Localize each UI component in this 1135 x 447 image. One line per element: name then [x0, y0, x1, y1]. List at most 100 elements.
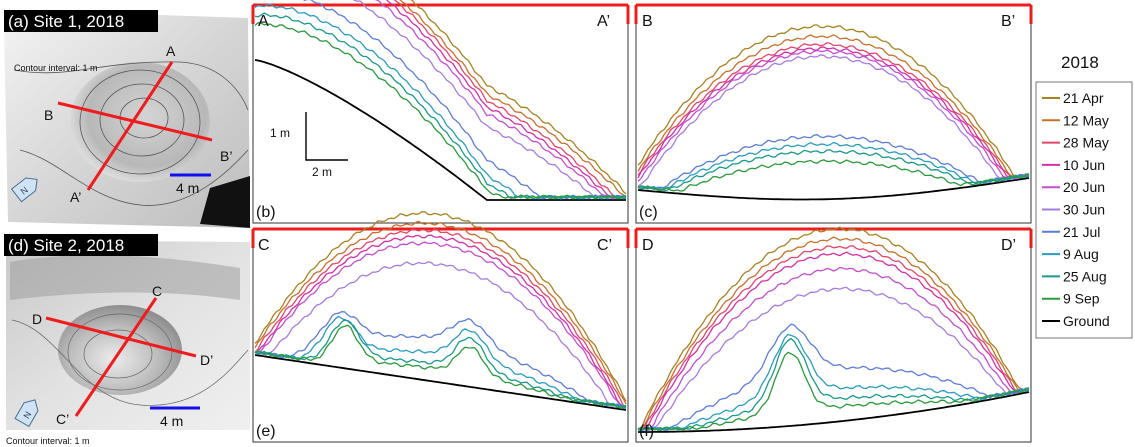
- profile-scale-bars: 1 m 2 m: [270, 112, 348, 179]
- profile-line: [374, 0, 627, 200]
- section-line-a: [86, 61, 174, 191]
- profile-b-end: A’: [597, 13, 610, 30]
- legend-label: 9 Sep: [1063, 291, 1100, 307]
- map-label-a: A: [166, 43, 176, 59]
- profile-line: [254, 228, 627, 408]
- profile-line: [386, 0, 627, 200]
- map-d-title: (d) Site 2, 2018: [8, 236, 124, 255]
- profile-line: [254, 354, 627, 411]
- section-line-d: [45, 316, 197, 358]
- profile-c-start: B: [642, 13, 653, 30]
- profile-line: [254, 220, 627, 405]
- legend-label: 25 Aug: [1063, 268, 1107, 284]
- scale-label-d: 4 m: [160, 413, 183, 429]
- profile-line: [254, 211, 627, 402]
- legend-label: 21 Jul: [1063, 224, 1100, 240]
- map-d-contours: [11, 313, 249, 406]
- profile-line: [254, 59, 626, 201]
- map-label-d-prime: D’: [200, 352, 213, 368]
- profile-line: [637, 323, 1030, 432]
- frame-f: [635, 228, 1032, 443]
- legend-label: 20 Jun: [1063, 179, 1105, 195]
- map-panel-a: (a) Site 1, 2018 Contour interval: 1 m A…: [4, 10, 250, 228]
- legend-title: 2018: [1061, 53, 1099, 72]
- profile-line: [254, 12, 627, 200]
- legend-entries: 21 Apr 12 May 28 May 10 Jun 20 Jun 30 Jun 21 J…: [1042, 90, 1110, 329]
- profile-line: [637, 24, 1030, 178]
- profile-line: [637, 34, 1030, 178]
- profile-b-tag: (b): [256, 204, 276, 221]
- map-label-b-prime: B’: [220, 148, 232, 164]
- profile-line: [637, 337, 1030, 432]
- legend-label: 12 May: [1063, 112, 1109, 128]
- map-d-contour-note: Contour interval: 1 m: [6, 436, 90, 446]
- legend-label: 9 Aug: [1063, 246, 1099, 262]
- profile-curves-b: [254, 0, 627, 201]
- profile-line: [254, 318, 627, 409]
- profile-line: [254, 311, 627, 409]
- profile-line: [353, 0, 627, 200]
- profile-line: [637, 141, 1029, 192]
- profile-line: [638, 391, 1030, 433]
- map-a-contours: [13, 61, 249, 206]
- legend-label: 21 Apr: [1063, 90, 1104, 106]
- svg-text:N: N: [21, 410, 33, 421]
- profile-line: [637, 236, 1030, 431]
- section-line-c: [74, 297, 158, 417]
- profile-c-end: B’: [1001, 13, 1015, 30]
- profile-curves-c: [637, 24, 1030, 201]
- profile-line: [254, 324, 627, 409]
- map-a-contour-note: Contour interval: 1 m: [14, 63, 98, 73]
- map-label-b: B: [44, 107, 53, 123]
- profile-line: [637, 54, 1030, 188]
- profile-f-end: D’: [1001, 237, 1016, 254]
- map-a-nodata-corner: [200, 176, 250, 228]
- profile-line: [393, 0, 627, 200]
- frame-c: [635, 4, 1032, 224]
- legend-label: 10 Jun: [1063, 157, 1105, 173]
- map-label-d: D: [32, 311, 42, 327]
- profile-line: [637, 49, 1030, 182]
- profile-line: [637, 351, 1030, 431]
- profile-line: [254, 241, 627, 408]
- profile-f-tag: (f): [639, 423, 654, 440]
- north-arrow-icon-d: N: [14, 399, 39, 428]
- profile-line: [637, 251, 1030, 430]
- section-line-b: [57, 101, 213, 142]
- profile-line: [399, 0, 627, 198]
- profile-line: [637, 159, 1030, 192]
- scale-label-a: 4 m: [176, 180, 199, 196]
- map-a-title-bg: [4, 10, 158, 32]
- vertical-scale-label: 1 m: [270, 126, 290, 140]
- horizontal-scale-label: 2 m: [312, 165, 332, 179]
- profile-line: [637, 149, 1030, 192]
- profile-line: [637, 226, 1030, 430]
- map-panel-d: (d) Site 2, 2018 C C’ D D’ 4 m N Contour…: [4, 234, 250, 446]
- profile-line: [254, 22, 627, 200]
- map-a-title: (a) Site 1, 2018: [8, 12, 124, 31]
- profile-line: [637, 134, 1030, 190]
- profile-curves-e: [254, 211, 627, 411]
- profile-line: [637, 42, 1030, 179]
- profile-line: [254, 261, 627, 407]
- profile-line: [637, 177, 1030, 201]
- profile-frames: [251, 3, 1033, 443]
- profile-line: [637, 286, 1030, 432]
- map-d-ridge: [10, 255, 240, 300]
- profile-line: [637, 245, 1030, 432]
- map-label-a-prime: A’: [70, 189, 81, 205]
- profile-e-tag: (e): [256, 423, 276, 440]
- north-arrow-icon-a: N: [10, 177, 38, 203]
- profile-line: [637, 266, 1030, 431]
- profile-c-tag: (c): [639, 204, 658, 221]
- legend-label: 30 Jun: [1063, 202, 1105, 218]
- profile-line: [637, 46, 1030, 179]
- map-label-c: C: [152, 283, 162, 299]
- profile-line: [637, 333, 1030, 432]
- profile-line: [254, 315, 627, 408]
- profile-e-end: C’: [597, 237, 612, 254]
- legend-label: Ground: [1063, 313, 1110, 329]
- profile-line: [254, 3, 627, 200]
- map-label-c-prime: C’: [56, 411, 69, 427]
